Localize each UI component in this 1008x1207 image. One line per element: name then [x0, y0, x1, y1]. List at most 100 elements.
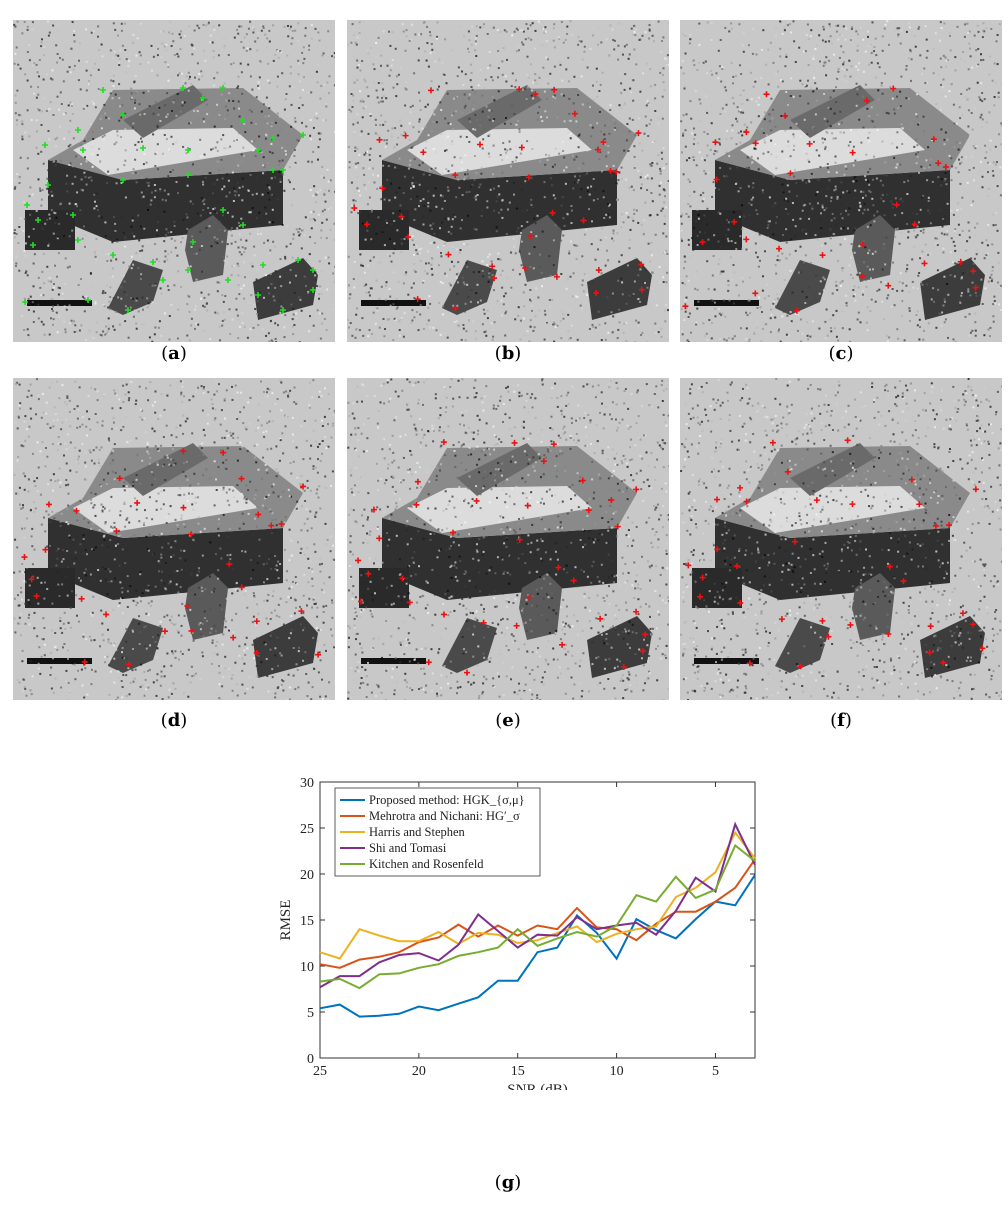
corner-marker — [844, 437, 851, 444]
corner-marker — [376, 535, 383, 542]
corner-marker — [585, 507, 592, 514]
series-line-0 — [319, 874, 756, 1018]
legend-entry: Mehrotra and Nichani: HG′_σ — [369, 809, 520, 823]
corner-marker — [188, 627, 195, 634]
corner-marker — [849, 501, 856, 508]
corner-marker — [813, 497, 820, 504]
rmse-chart: 25 20 15 10 5 0 5 10 15 20 25 30 SNR (dB) RMSE Propose… — [278, 776, 756, 1090]
corner-markers — [685, 437, 986, 670]
corner-marker — [550, 441, 557, 448]
corner-marker — [363, 221, 370, 228]
corner-marker — [240, 222, 246, 228]
caption-f: (f) — [830, 710, 852, 731]
corner-marker — [22, 299, 28, 305]
corner-marker — [959, 610, 966, 617]
corner-marker — [743, 498, 750, 505]
corner-markers — [21, 448, 322, 668]
corner-marker — [45, 501, 52, 508]
corner-marker — [911, 221, 918, 228]
corner-marker — [414, 296, 421, 303]
corner-marker — [452, 172, 459, 179]
corner-marker — [33, 593, 40, 600]
corner-marker — [600, 139, 607, 146]
image-panel-a — [13, 20, 335, 342]
corner-marker — [620, 664, 627, 671]
corner-marker — [464, 669, 471, 676]
corner-marker — [450, 529, 457, 536]
corner-marker — [714, 546, 721, 553]
corner-marker — [769, 439, 776, 446]
corner-markers — [682, 85, 979, 314]
corner-marker — [125, 661, 132, 668]
corner-marker — [161, 628, 168, 635]
noisy-image — [680, 378, 1002, 700]
corner-marker — [310, 287, 316, 293]
corner-marker — [298, 608, 305, 615]
corner-marker — [376, 136, 383, 143]
corner-marker — [847, 621, 854, 628]
corner-markers — [22, 85, 316, 313]
corner-marker — [452, 305, 459, 312]
x-tick-label: 15 — [511, 1064, 525, 1079]
corner-marker — [160, 277, 166, 283]
corner-marker — [113, 528, 120, 535]
corner-marker — [80, 147, 86, 153]
corner-marker — [540, 458, 547, 465]
corner-marker — [270, 167, 276, 173]
corner-marker — [526, 594, 533, 601]
corner-marker — [42, 546, 49, 553]
corner-marker — [351, 205, 358, 212]
corner-marker — [399, 575, 406, 582]
corner-marker — [516, 536, 523, 543]
corner-marker — [614, 523, 621, 530]
x-tick-label: 25 — [313, 1064, 327, 1079]
y-axis-label: RMSE — [278, 900, 294, 941]
corner-marker — [932, 522, 939, 529]
corner-marker — [570, 577, 577, 584]
corner-marker — [580, 217, 587, 224]
corner-marker — [405, 234, 412, 241]
image-panel-d — [13, 378, 335, 700]
corner-marker — [733, 563, 740, 570]
corner-marker — [398, 213, 405, 220]
corner-marker — [792, 538, 799, 545]
corner-marker — [280, 167, 286, 173]
corner-marker — [532, 91, 539, 98]
corner-marker — [926, 649, 933, 656]
image-panel-b — [347, 20, 669, 342]
corner-marker — [511, 439, 518, 446]
corner-marker — [370, 506, 377, 513]
corner-marker — [970, 621, 977, 628]
corner-marker — [30, 242, 36, 248]
corner-marker — [220, 207, 226, 213]
noisy-image — [13, 378, 335, 700]
corner-marker — [226, 561, 233, 568]
corner-marker — [571, 110, 578, 117]
corner-marker — [763, 91, 770, 98]
corner-marker — [525, 174, 532, 181]
corner-marker — [315, 651, 322, 658]
corner-marker — [440, 439, 447, 446]
corner-marker — [885, 631, 892, 637]
corner-marker — [685, 562, 692, 569]
corner-marker — [551, 86, 558, 93]
legend — [334, 787, 541, 877]
corner-marker — [940, 659, 947, 666]
corner-marker — [797, 663, 804, 670]
corner-marker — [355, 557, 362, 564]
corner-marker — [268, 522, 275, 529]
corner-marker — [35, 217, 41, 223]
legend-entry: Proposed method: HGK_{σ,μ} — [369, 793, 525, 807]
corner-marker — [579, 477, 586, 484]
corner-marker — [731, 218, 738, 225]
corner-marker — [696, 593, 703, 600]
corner-marker — [825, 633, 832, 640]
corner-marker — [553, 273, 560, 280]
corner-marker — [413, 501, 420, 508]
series-line-3 — [319, 821, 756, 989]
corner-marker — [300, 132, 306, 138]
corner-marker — [440, 611, 447, 618]
caption-g: (g) — [494, 1172, 522, 1193]
series-line-2 — [319, 830, 756, 960]
corner-marker — [120, 177, 126, 183]
